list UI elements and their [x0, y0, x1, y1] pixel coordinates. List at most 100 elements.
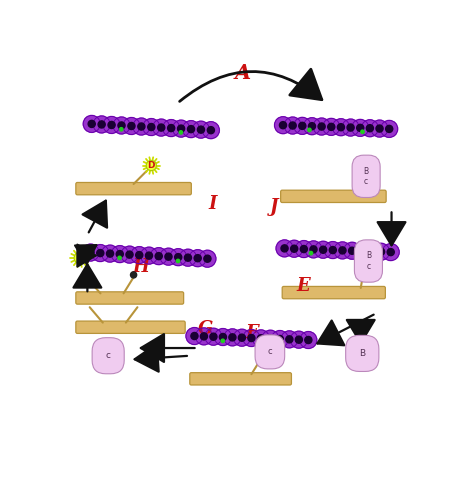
Circle shape: [199, 250, 216, 267]
Text: A: A: [235, 63, 251, 83]
Text: G: G: [198, 320, 213, 338]
FancyBboxPatch shape: [76, 292, 183, 304]
Circle shape: [189, 249, 206, 267]
Circle shape: [87, 249, 94, 256]
Circle shape: [284, 117, 301, 134]
Circle shape: [309, 251, 313, 255]
Circle shape: [318, 123, 325, 130]
Circle shape: [224, 329, 241, 346]
Circle shape: [323, 119, 340, 135]
Circle shape: [194, 254, 201, 262]
Circle shape: [377, 248, 384, 255]
Circle shape: [121, 246, 138, 263]
Text: I: I: [209, 195, 217, 213]
Circle shape: [219, 333, 227, 340]
Circle shape: [107, 250, 114, 257]
Circle shape: [158, 124, 165, 131]
Circle shape: [262, 330, 279, 347]
Text: c: c: [267, 347, 272, 356]
Circle shape: [119, 127, 123, 131]
Circle shape: [221, 339, 225, 342]
Circle shape: [116, 250, 123, 258]
Circle shape: [204, 255, 211, 262]
Circle shape: [118, 122, 125, 129]
Circle shape: [352, 120, 369, 136]
Circle shape: [286, 336, 293, 343]
Circle shape: [187, 125, 195, 133]
Circle shape: [210, 333, 217, 340]
Circle shape: [238, 334, 246, 341]
Circle shape: [197, 126, 204, 133]
Circle shape: [358, 247, 365, 254]
Circle shape: [294, 118, 311, 134]
Circle shape: [146, 252, 153, 259]
Circle shape: [111, 246, 128, 263]
Circle shape: [207, 126, 214, 134]
Circle shape: [202, 122, 219, 139]
Circle shape: [368, 248, 375, 255]
Circle shape: [347, 124, 354, 131]
Text: J: J: [270, 198, 279, 216]
Circle shape: [324, 242, 341, 258]
Circle shape: [191, 332, 198, 339]
Circle shape: [356, 124, 364, 131]
Circle shape: [165, 253, 172, 260]
Circle shape: [214, 329, 231, 345]
Circle shape: [274, 117, 292, 134]
Circle shape: [334, 242, 351, 259]
Circle shape: [113, 117, 130, 134]
Circle shape: [130, 272, 137, 278]
Circle shape: [329, 247, 337, 253]
Circle shape: [184, 254, 191, 261]
Circle shape: [332, 119, 349, 136]
Circle shape: [146, 161, 156, 170]
Circle shape: [176, 259, 180, 263]
Circle shape: [295, 241, 312, 257]
Circle shape: [299, 123, 306, 129]
Circle shape: [280, 122, 287, 129]
Circle shape: [278, 341, 282, 344]
Circle shape: [276, 335, 283, 342]
Circle shape: [276, 240, 293, 257]
Circle shape: [344, 242, 361, 259]
Circle shape: [248, 334, 255, 341]
Circle shape: [98, 121, 105, 128]
Circle shape: [136, 251, 143, 259]
Circle shape: [148, 124, 155, 130]
Circle shape: [387, 248, 394, 256]
Text: B: B: [359, 349, 365, 358]
Text: B
c: B c: [366, 251, 371, 271]
Circle shape: [281, 331, 298, 348]
Circle shape: [192, 121, 210, 138]
Text: E: E: [296, 278, 310, 295]
Circle shape: [138, 123, 145, 130]
Circle shape: [300, 331, 317, 348]
Circle shape: [253, 330, 269, 347]
Circle shape: [126, 251, 133, 258]
Circle shape: [93, 116, 110, 133]
Circle shape: [309, 123, 316, 130]
Circle shape: [305, 241, 322, 258]
Text: D: D: [76, 253, 83, 262]
Circle shape: [182, 121, 200, 138]
Circle shape: [328, 124, 335, 130]
Circle shape: [174, 253, 182, 261]
Circle shape: [286, 240, 303, 257]
Circle shape: [82, 244, 99, 261]
Circle shape: [170, 248, 187, 266]
Circle shape: [373, 243, 390, 260]
Circle shape: [386, 125, 393, 132]
Circle shape: [186, 328, 203, 344]
Circle shape: [168, 124, 175, 131]
Circle shape: [83, 116, 100, 132]
Circle shape: [301, 246, 308, 252]
Circle shape: [108, 122, 115, 128]
Circle shape: [376, 125, 383, 132]
Circle shape: [133, 118, 150, 135]
Circle shape: [118, 256, 121, 260]
Circle shape: [153, 119, 170, 136]
Text: c: c: [106, 351, 110, 360]
FancyBboxPatch shape: [76, 182, 191, 195]
Circle shape: [361, 120, 378, 137]
Circle shape: [381, 121, 398, 137]
